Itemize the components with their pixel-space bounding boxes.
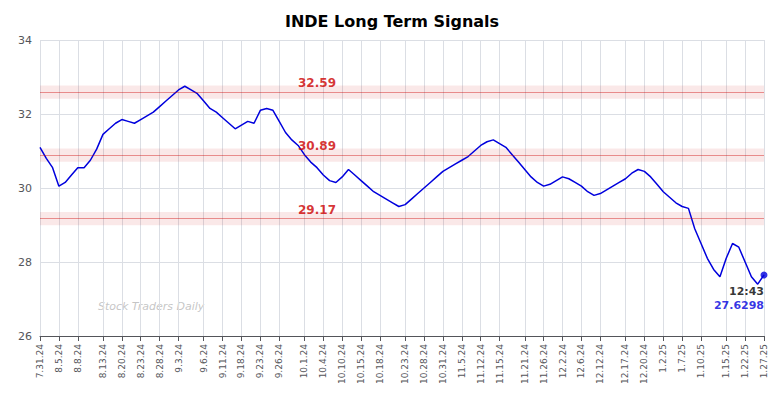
svg-text:11.21.24: 11.21.24 (520, 344, 530, 384)
svg-text:12.12.24: 12.12.24 (595, 344, 605, 384)
svg-text:10.28.24: 10.28.24 (419, 344, 429, 384)
svg-text:1.10.25: 1.10.25 (696, 344, 706, 378)
svg-text:12.2.24: 12.2.24 (558, 344, 568, 379)
svg-text:9.6.24: 9.6.24 (199, 344, 209, 373)
svg-text:8.8.24: 8.8.24 (73, 344, 83, 373)
svg-text:11.26.24: 11.26.24 (539, 344, 549, 384)
svg-text:10.4.24: 10.4.24 (318, 344, 328, 379)
svg-text:8.23.24: 8.23.24 (136, 344, 146, 379)
svg-text:28: 28 (18, 256, 32, 269)
svg-text:10.10.24: 10.10.24 (337, 344, 347, 384)
svg-text:12.6.24: 12.6.24 (576, 344, 586, 379)
svg-text:8.28.24: 8.28.24 (155, 344, 165, 379)
svg-text:9.23.24: 9.23.24 (255, 344, 265, 379)
svg-text:32: 32 (18, 108, 32, 121)
svg-text:1.15.25: 1.15.25 (721, 344, 731, 378)
svg-text:9.11.24: 9.11.24 (218, 344, 228, 379)
svg-text:30.89: 30.89 (298, 139, 336, 153)
svg-text:27.6298: 27.6298 (714, 299, 764, 312)
svg-text:32.59: 32.59 (298, 76, 336, 90)
svg-text:10.31.24: 10.31.24 (438, 344, 448, 384)
svg-text:9.26.24: 9.26.24 (274, 344, 284, 379)
svg-text:11.15.24: 11.15.24 (495, 344, 505, 384)
svg-text:10.23.24: 10.23.24 (400, 344, 410, 384)
svg-text:9.18.24: 9.18.24 (236, 344, 246, 379)
svg-text:34: 34 (18, 34, 32, 47)
svg-text:Stock Traders Daily: Stock Traders Daily (98, 300, 205, 313)
svg-text:1.27.25: 1.27.25 (759, 344, 769, 378)
svg-text:11.5.24: 11.5.24 (457, 344, 467, 379)
svg-text:INDE Long Term Signals: INDE Long Term Signals (285, 12, 499, 31)
svg-text:10.15.24: 10.15.24 (356, 344, 366, 384)
svg-text:10.1.24: 10.1.24 (299, 344, 309, 379)
svg-text:26: 26 (18, 330, 32, 343)
svg-text:29.17: 29.17 (298, 203, 336, 217)
svg-text:30: 30 (18, 182, 32, 195)
svg-text:7.31.24: 7.31.24 (35, 344, 45, 379)
svg-text:1.22.25: 1.22.25 (740, 344, 750, 378)
svg-text:12.17.24: 12.17.24 (620, 344, 630, 384)
svg-text:8.20.24: 8.20.24 (117, 344, 127, 379)
svg-text:12:43: 12:43 (729, 285, 764, 298)
svg-text:1.7.25: 1.7.25 (677, 344, 687, 373)
svg-text:12.20.24: 12.20.24 (639, 344, 649, 384)
svg-text:8.5.24: 8.5.24 (54, 344, 64, 373)
svg-text:9.3.24: 9.3.24 (174, 344, 184, 373)
svg-text:8.13.24: 8.13.24 (98, 344, 108, 379)
svg-text:1.2.25: 1.2.25 (658, 344, 668, 373)
svg-text:11.12.24: 11.12.24 (476, 344, 486, 384)
svg-text:10.18.24: 10.18.24 (375, 344, 385, 384)
